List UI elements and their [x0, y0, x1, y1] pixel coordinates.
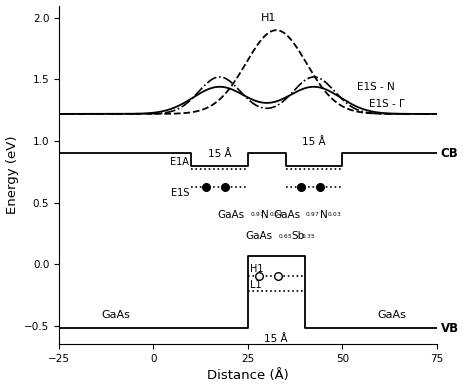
Text: GaAs: GaAs — [245, 231, 272, 241]
Text: 15 Å: 15 Å — [301, 137, 325, 147]
Text: $_{0.03}$: $_{0.03}$ — [268, 210, 283, 219]
Text: CB: CB — [439, 147, 457, 160]
Text: $_{0.65}$: $_{0.65}$ — [277, 232, 292, 241]
Text: $_{0.97}$: $_{0.97}$ — [249, 210, 264, 219]
Text: N: N — [319, 210, 327, 220]
Text: $_{0.97}$: $_{0.97}$ — [304, 210, 319, 219]
Text: $_{0.03}$: $_{0.03}$ — [326, 210, 341, 219]
X-axis label: Distance (Å): Distance (Å) — [206, 369, 288, 383]
Text: Sb: Sb — [291, 231, 304, 241]
Text: H1: H1 — [260, 13, 276, 23]
Text: E1S - Γ: E1S - Γ — [368, 99, 404, 109]
Text: GaAs: GaAs — [273, 210, 300, 220]
Text: N: N — [261, 210, 268, 220]
Y-axis label: Energy (eV): Energy (eV) — [6, 136, 19, 214]
Text: L1: L1 — [249, 280, 261, 290]
Text: E1S - N: E1S - N — [357, 82, 394, 92]
Text: E1A: E1A — [170, 158, 189, 168]
Text: 15 Å: 15 Å — [264, 334, 288, 344]
Text: E1S: E1S — [171, 188, 189, 198]
Text: GaAs: GaAs — [101, 310, 130, 320]
Text: GaAs: GaAs — [217, 210, 244, 220]
Text: H1: H1 — [249, 264, 263, 274]
Text: $_{0.35}$: $_{0.35}$ — [300, 232, 315, 241]
Text: 15 Å: 15 Å — [207, 149, 231, 159]
Text: GaAs: GaAs — [376, 310, 405, 320]
Text: VB: VB — [439, 322, 457, 335]
